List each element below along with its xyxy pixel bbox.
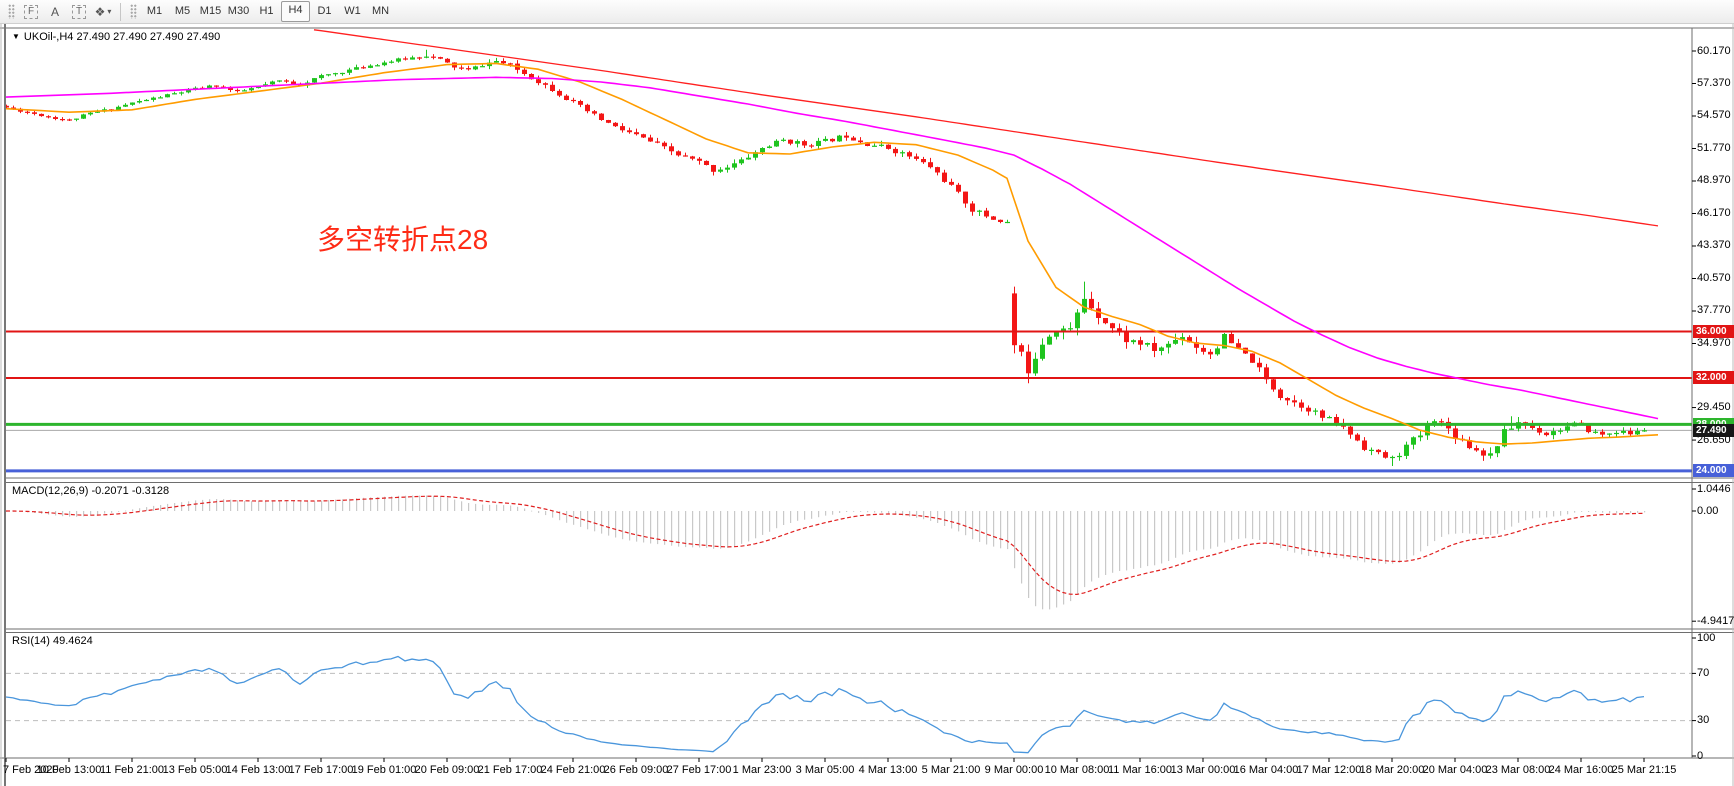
timeframe-button-m15[interactable]: M15 (199, 5, 222, 17)
macd-header: MACD(12,26,9) -0.2071 -0.3128 (12, 485, 170, 497)
time-axis-label: 23 Mar 08:00 (1485, 764, 1551, 776)
time-axis-label: 1 Mar 23:00 (732, 764, 792, 776)
price-axis-label: 43.370 (1697, 239, 1731, 252)
macd-axis-label: 1.0446 (1697, 482, 1731, 495)
panel-splitter-macd[interactable] (0, 478, 1734, 482)
drawing-tools-group: F A T ❖ ▾ (19, 2, 115, 22)
macd-axis-label: -4.9417 (1697, 614, 1734, 627)
panel-splitter-rsi[interactable] (0, 629, 1734, 632)
price-axis-label: 51.770 (1697, 141, 1731, 154)
time-axis-label: 4 Mar 13:00 (858, 764, 918, 776)
toolbar-separator (120, 2, 121, 21)
price-axis-label: 29.450 (1697, 401, 1731, 414)
time-axis-label: 11 Feb 21:00 (99, 764, 164, 776)
timeframe-button-h1[interactable]: H1 (259, 5, 274, 17)
time-axis-label: 20 Mar 04:00 (1422, 764, 1488, 776)
time-axis-label: 24 Mar 16:00 (1548, 764, 1614, 776)
timeframe-button-h4[interactable]: H4 (281, 1, 310, 22)
rsi-axis-label: 0 (1697, 749, 1704, 762)
timeframe-group: M1 M5 M15 M30 H1 H4 D1 W1 MN (141, 1, 395, 22)
fibo-tool-icon[interactable]: F (20, 2, 42, 22)
symbol-dropdown-icon[interactable]: ▼ (12, 32, 20, 41)
time-axis-label: 14 Feb 13:00 (225, 764, 291, 776)
time-axis-label: 10 Feb 13:00 (36, 764, 102, 776)
time-axis-label: 5 Mar 21:00 (921, 764, 981, 776)
price-tag-32.000: 32.000 (1693, 371, 1734, 385)
price-axis-label: 37.770 (1697, 304, 1731, 317)
rsi-header: RSI(14) 49.4624 (12, 635, 93, 647)
timeframe-button-m5[interactable]: M5 (174, 5, 191, 17)
rsi-layer (6, 655, 1692, 754)
price-tag-24.000: 24.000 (1693, 464, 1734, 478)
rsi-axis-label: 30 (1697, 714, 1710, 727)
rsi-axis-label: 70 (1697, 666, 1710, 679)
time-axis-label: 10 Mar 08:00 (1044, 764, 1110, 776)
toolbar-drag-handle[interactable] (8, 4, 15, 19)
time-axis-label: 19 Feb 01:00 (351, 764, 417, 776)
annotation-text: 多空转折点28 (317, 224, 489, 255)
time-axis-label: 20 Feb 09:00 (414, 764, 480, 776)
toolbar: F A T ❖ ▾ M1 M5 M15 M30 H1 H4 D1 W1 MN (0, 0, 1734, 24)
timeframe-button-mn[interactable]: MN (371, 5, 390, 17)
time-axis-label: 7 Feb 2020 (3, 764, 59, 776)
price-axis-label: 60.170 (1697, 44, 1731, 57)
macd-axis-label: 0.00 (1697, 504, 1719, 517)
time-axis-label: 13 Mar 00:00 (1170, 764, 1236, 776)
time-axis-label: 24 Feb 21:00 (540, 764, 606, 776)
rsi-axis-label: 100 (1697, 631, 1716, 644)
chart-title: ▼ UKOil-,H4 27.490 27.490 27.490 27.490 (12, 31, 220, 43)
time-axis-label: 25 Mar 21:15 (1611, 764, 1677, 776)
time-axis-label: 17 Feb 17:00 (288, 764, 354, 776)
time-axis-label: 17 Mar 12:00 (1296, 764, 1362, 776)
shapes-tool-icon[interactable]: ❖ ▾ (94, 4, 112, 19)
time-axis-label: 21 Feb 17:00 (477, 764, 543, 776)
price-tag-27.490: 27.490 (1693, 423, 1734, 437)
timeframe-button-m1[interactable]: M1 (146, 5, 163, 17)
timeframe-button-m30[interactable]: M30 (227, 5, 250, 17)
time-axis-label: 26 Feb 09:00 (603, 764, 669, 776)
price-axis-label: 46.170 (1697, 206, 1731, 219)
timeframe-button-d1[interactable]: D1 (317, 5, 332, 17)
time-axis-label: 3 Mar 05:00 (795, 764, 855, 776)
timeframe-button-w1[interactable]: W1 (344, 5, 361, 17)
price-axis-label: 54.570 (1697, 109, 1731, 122)
price-axis-label: 57.370 (1697, 76, 1731, 89)
text-tool-icon[interactable]: A (50, 4, 59, 19)
price-axis-label: 40.570 (1697, 271, 1731, 284)
time-axis-label: 9 Mar 00:00 (984, 764, 1044, 776)
chart-title-text: UKOil-,H4 27.490 27.490 27.490 27.490 (23, 31, 221, 43)
text-label-tool-icon[interactable]: T (68, 2, 90, 22)
price-axis-label: 48.970 (1697, 174, 1731, 187)
main-chart-layer (6, 29, 1692, 473)
dropdown-caret-icon: ▾ (107, 7, 112, 16)
price-axis-label: 34.970 (1697, 336, 1731, 349)
time-axis-label: 27 Feb 17:00 (666, 764, 732, 776)
price-tag-36.000: 36.000 (1693, 325, 1734, 339)
time-axis-label: 11 Mar 16:00 (1107, 764, 1172, 776)
toolbar-drag-handle-2[interactable] (130, 4, 137, 19)
time-axis-label: 18 Mar 20:00 (1359, 764, 1425, 776)
macd-layer (6, 495, 1646, 610)
time-axis-label: 13 Feb 05:00 (162, 764, 228, 776)
time-axis-label: 16 Mar 04:00 (1233, 764, 1299, 776)
